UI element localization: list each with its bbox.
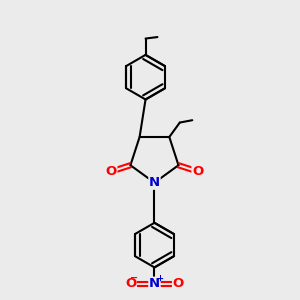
Text: +: +	[156, 274, 163, 284]
Text: −: −	[130, 273, 138, 283]
Text: O: O	[192, 165, 203, 178]
Text: N: N	[149, 277, 160, 290]
Text: O: O	[125, 277, 136, 290]
Text: O: O	[172, 277, 184, 290]
Text: O: O	[106, 165, 117, 178]
Text: N: N	[149, 176, 160, 189]
